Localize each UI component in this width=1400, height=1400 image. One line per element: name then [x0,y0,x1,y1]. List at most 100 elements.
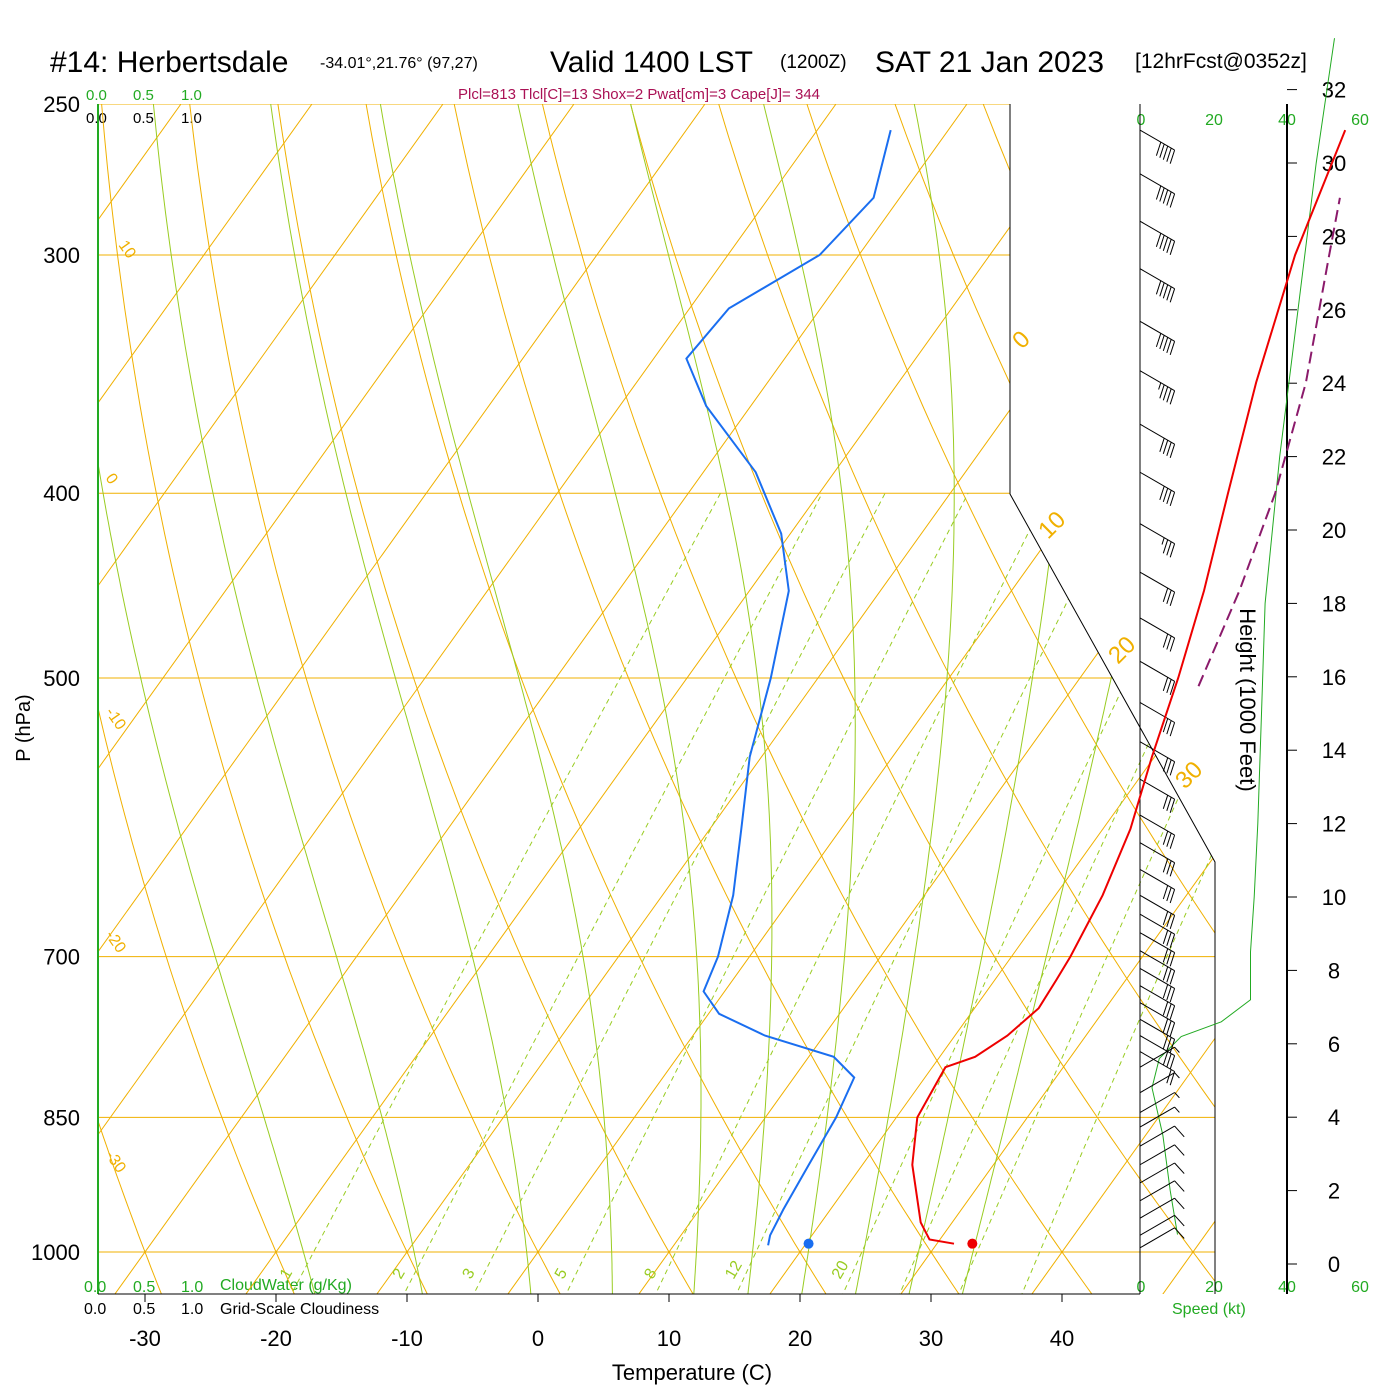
barb-flag [1162,189,1169,204]
temperature-line [911,129,1347,1245]
barb-staff [1139,471,1175,493]
isotherm-label: 0 [1007,326,1036,355]
barb-flag [1166,986,1172,1001]
cloudiness-label: Grid-Scale Cloudiness [220,1301,379,1318]
valid-date: SAT 21 Jan 2023 [875,46,1104,79]
wind-barb [1139,842,1176,877]
isotherm [612,104,1215,1294]
barb-flag [1169,862,1176,877]
wind-barb [1139,571,1176,606]
barb-staff [1139,778,1175,800]
potential-temp-label: -10 [102,705,129,734]
forecast-info: [12hrFcst@0352z] [1135,50,1307,73]
barb-flag [1166,239,1172,253]
wind-barb [1139,1046,1180,1068]
speed-scale-top: 0 20 40 60 [1137,112,1369,129]
height-tick-label: 0 [1328,1252,1340,1277]
barb-flag [1166,147,1172,162]
barb-flag [1159,235,1165,249]
barb-staff [1139,950,1175,972]
speed-tick: 20 [1205,112,1223,129]
dry-adiabat [541,104,1120,1294]
barb-staff [1139,967,1175,989]
mixing-ratio-line [271,492,721,1294]
barb-flag [1169,952,1176,967]
barb-flag [1166,1020,1172,1035]
cloudiness-tick: 1.0 [181,1301,203,1318]
cloudiness-tick: 0.5 [133,110,154,127]
wind-barb [1139,370,1176,405]
mixing-ratio-label: 2 [390,1266,409,1282]
barb-staff [1139,1106,1175,1128]
wind-barb [1139,1092,1180,1113]
moist-adiabat [630,104,773,1294]
barb-flag [1162,488,1169,503]
wind-barb [1139,1180,1185,1202]
mixing-ratio-line [547,492,969,1294]
barb-flag [1162,757,1169,772]
dry-adiabat [98,104,312,1294]
wind-barb [1139,320,1176,356]
cloudwater-scale-bottom: 0.0 0.5 1.0 CloudWater (g/Kg) [84,1277,352,1296]
barb-flag [1166,913,1172,928]
barb-half-flag [1161,537,1165,545]
barb-flag [1169,390,1176,405]
wind-barb [1139,129,1176,164]
barb-staff [1139,1125,1175,1147]
wind-barb [1139,471,1176,507]
barb-flag [1155,141,1162,156]
isotherm [98,104,968,1294]
barb-staff [1139,129,1175,151]
cloudiness-scale-bottom: 0.0 0.5 1.0 Grid-Scale Cloudiness [84,1301,379,1318]
barb-staff [1139,985,1175,1007]
barb-flag [1166,932,1172,946]
barb-flag [1166,1069,1172,1084]
cloudwater-label: CloudWater (g/Kg) [220,1277,352,1294]
barb-staff [1139,1144,1175,1166]
barb-staff [1139,702,1175,723]
barb-flag [1166,797,1172,811]
barb-flag [1169,1039,1176,1054]
wind-barb [1139,702,1176,737]
speed-tick: 20 [1205,1279,1223,1296]
barb-flag [1169,834,1176,849]
speed-axis-label: Speed (kt) [1172,1301,1246,1318]
temperature-tick-label: -10 [391,1326,423,1351]
temperature-tick-label: -20 [260,1326,292,1351]
wind-barb [1139,268,1176,303]
temperature-tick-label: -30 [129,1326,161,1351]
pressure-tick-label: 250 [43,92,80,117]
barb-half-flag [1174,1106,1180,1113]
potential-temp-label: 0 [102,471,121,488]
wind-barb [1139,778,1176,813]
isotherm [98,104,575,1294]
barb-flag [1159,335,1165,350]
barb-flag [1166,832,1172,847]
valid-time: Valid 1400 LST [550,46,753,79]
speed-tick: 0 [1137,112,1146,129]
barb-flag [1162,284,1169,299]
barb-flag [1169,637,1176,652]
barb-flag [1162,966,1169,981]
mixing-ratio-line [384,492,823,1294]
wind-barb [1139,1162,1185,1184]
plot-frame [97,104,1216,1295]
isotherm [874,104,1215,1294]
barb-flag [1162,1001,1169,1016]
pressure-tick-label: 850 [43,1105,80,1130]
barb-staff [1139,741,1175,763]
barb-staff [1139,320,1175,342]
barb-flag [1169,988,1176,1003]
barb-half-flag [1158,382,1162,390]
mixing-ratio-label: 5 [552,1266,571,1282]
barb-flag [1169,193,1176,208]
moist-adiabat [763,104,856,1294]
barb-flag [1162,718,1169,733]
barb-flag [1162,930,1169,944]
barb-flag [1159,187,1165,202]
barb-staff [1139,660,1175,682]
barb-flag [1162,633,1169,648]
